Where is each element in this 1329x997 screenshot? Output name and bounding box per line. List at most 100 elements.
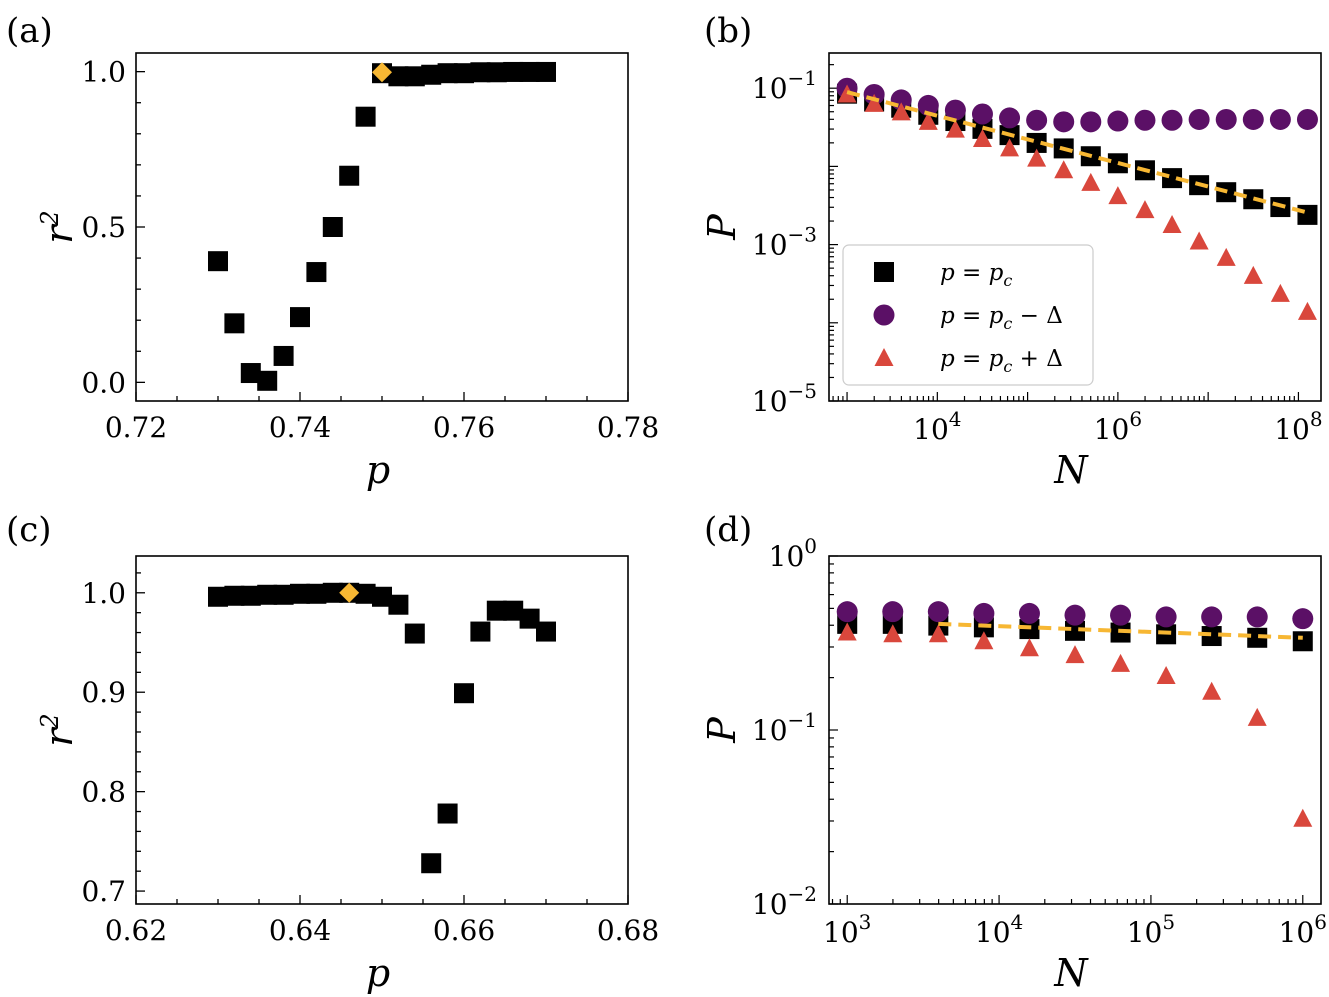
data-point [1162,215,1182,234]
y-tick-label: 0.7 [81,875,126,908]
x-tick-label: 0.62 [105,914,167,947]
legend-marker [874,262,894,282]
y-tick-label: 0.8 [81,776,126,809]
y-tick-label: 0.0 [81,366,126,399]
data-point [1242,108,1264,130]
x-axis-label: N [1053,448,1089,492]
x-tick-label: 0.64 [269,914,331,947]
data-point [1246,606,1268,628]
data-point [437,63,458,84]
data-point [917,94,939,116]
x-tick-label: 0.68 [597,914,659,947]
data-point [519,608,540,629]
data-point [1053,111,1075,133]
data-point [974,631,994,650]
x-tick-label: 104 [975,910,1023,949]
data-point [536,61,556,82]
legend-marker [874,348,894,366]
legend-marker [873,304,895,326]
data-point [1135,200,1155,219]
data-point [208,586,228,607]
data-point [1297,204,1318,225]
x-tick-label: 103 [823,910,871,949]
x-tick-label: 0.66 [433,914,495,947]
data-point [404,66,425,87]
x-tick-label: 105 [1127,910,1175,949]
data-point [454,683,474,704]
data-point [1065,620,1085,641]
y-axis-label: P [700,716,744,744]
legend-label: p = pc [940,260,1012,290]
y-tick-label: 10−1 [752,66,817,105]
data-point [1000,138,1020,157]
y-tick-label: 1.0 [81,577,126,610]
data-point [470,621,491,642]
data-point [1155,606,1177,628]
data-point [257,584,278,605]
data-point [1107,110,1129,132]
x-tick-label: 106 [1279,910,1327,949]
data-point [1270,283,1290,302]
data-point [273,345,294,366]
data-point [973,602,995,624]
panel-label-b: (b) [704,11,752,51]
data-point [503,61,524,82]
data-point [972,129,992,148]
data-point [1161,109,1183,131]
data-point [486,62,507,83]
data-point [454,63,474,84]
panel-c-scatter-rsquared: 0.62 0.64 0.66 0.68 0.7 0.8 0.9 1.0 p r2 [36,555,659,995]
panel-label-d: (d) [704,510,752,550]
data-point [273,584,294,605]
data-point [928,624,948,643]
data-point [1293,808,1313,827]
data-point [388,594,409,615]
data-point [224,585,245,606]
data-point [1134,109,1156,131]
data-point [971,103,993,125]
data-point [1064,604,1086,626]
data-point [1018,602,1040,624]
data-point [1247,627,1268,648]
x-tick-label: 0.72 [105,411,167,444]
data-point [1111,653,1131,672]
data-point [306,583,327,604]
data-point [1054,160,1074,179]
data-point [1188,108,1210,130]
data-point [918,111,938,130]
y-tick-label: 10−3 [752,223,817,262]
data-point [1189,231,1209,250]
x-tick-label: 0.78 [597,411,659,444]
panel-label-a: (a) [6,11,53,51]
data-point [404,623,425,644]
panel-b-loglog-P-vs-N: 104 106 108 10−1 10−3 10−5 N P [700,52,1323,492]
data-point [1243,265,1263,284]
data-point [519,61,540,82]
data-point [1292,608,1314,630]
data-point [1202,681,1222,700]
x-axis-label: N [1053,951,1089,995]
y-axis-label: r2 [36,713,81,746]
legend: p = pc p = pc − Δ p = pc + Δ [842,244,1094,386]
axes-frame [828,52,1322,402]
legend-frame [842,244,1094,386]
data-point [388,66,409,87]
y-axis-label: P [700,213,744,241]
y-tick-label: 10−5 [752,379,817,418]
data-point [257,370,278,391]
data-point [927,601,949,623]
data-point [322,582,343,603]
data-point [945,119,965,138]
data-point [1292,631,1313,652]
y-tick-label: 10−1 [752,708,817,747]
panel-d-loglog-P-vs-N: 103 104 105 106 100 10−1 10−2 N P [700,534,1327,995]
data-point [339,165,360,186]
y-tick-label: 0.9 [81,676,126,709]
data-point [322,217,343,237]
data-point [1269,108,1291,130]
y-tick-label: 1.0 [81,56,126,89]
data-point [836,601,858,623]
data-point [224,313,245,334]
data-point [355,106,376,127]
data-point [536,621,556,642]
